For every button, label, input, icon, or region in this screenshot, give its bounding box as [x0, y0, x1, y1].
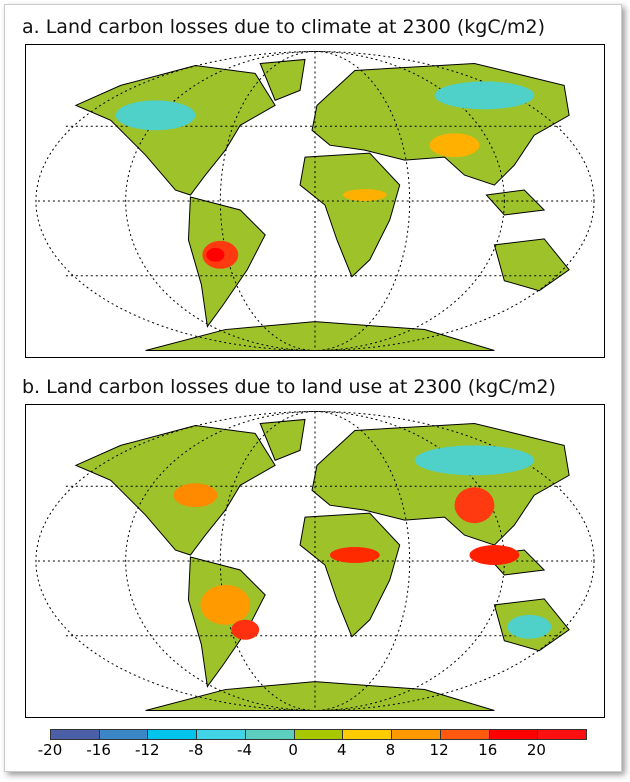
- colorbar-tick-label: 12: [429, 741, 449, 759]
- colorbar-tick-label: 20: [526, 741, 546, 759]
- colorbar-segment: [392, 730, 441, 739]
- panel-b-title: b. Land carbon losses due to land use at…: [22, 376, 556, 398]
- colorbar-tick-label: 0: [288, 741, 298, 759]
- hotspot-central-africa: [329, 547, 380, 563]
- colorbar-segment: [148, 730, 198, 739]
- hotspot-china: [454, 487, 495, 524]
- colorbar-tick-label: 16: [478, 741, 498, 759]
- colorbar-segment: [99, 730, 149, 739]
- colorbar-tick-label: -16: [86, 741, 111, 759]
- hotspot-se-asia: [469, 545, 520, 565]
- hotspot-eastern-us: [173, 483, 218, 508]
- colorbar-tick-label: -4: [237, 741, 253, 759]
- colorbar-segment: [245, 730, 295, 739]
- hotspot-asia: [429, 133, 480, 158]
- panel-a-title: a. Land carbon losses due to climate at …: [22, 16, 546, 38]
- panel-b-map: [25, 404, 605, 718]
- colorbar-segment: [489, 730, 539, 739]
- colorbar-tick-label: 8: [385, 741, 396, 759]
- cool-siberia: [414, 445, 535, 476]
- cool-north-america: [115, 100, 196, 131]
- colorbar-segment: [343, 730, 393, 739]
- colorbar-segment: [538, 730, 587, 739]
- colorbar-tick-label: 4: [337, 741, 347, 759]
- colorbar-tick-label: -20: [37, 741, 63, 759]
- hotspot-brazil: [231, 619, 260, 640]
- colorbar-tick-label: -8: [188, 741, 204, 759]
- cool-australia: [507, 614, 552, 639]
- hotspot-amazon: [200, 584, 251, 625]
- colorbar-tick-label: -12: [135, 741, 160, 759]
- colorbar-segment: [51, 730, 100, 739]
- panel-a-map: [25, 44, 605, 358]
- colorbar-segment: [197, 730, 246, 739]
- cool-siberia: [434, 81, 535, 110]
- colorbar: [50, 729, 587, 740]
- hotspot-africa: [342, 189, 387, 201]
- colorbar-segment: [440, 730, 490, 739]
- hotspot-amazon-core: [206, 247, 225, 262]
- colorbar-segment: [294, 730, 344, 739]
